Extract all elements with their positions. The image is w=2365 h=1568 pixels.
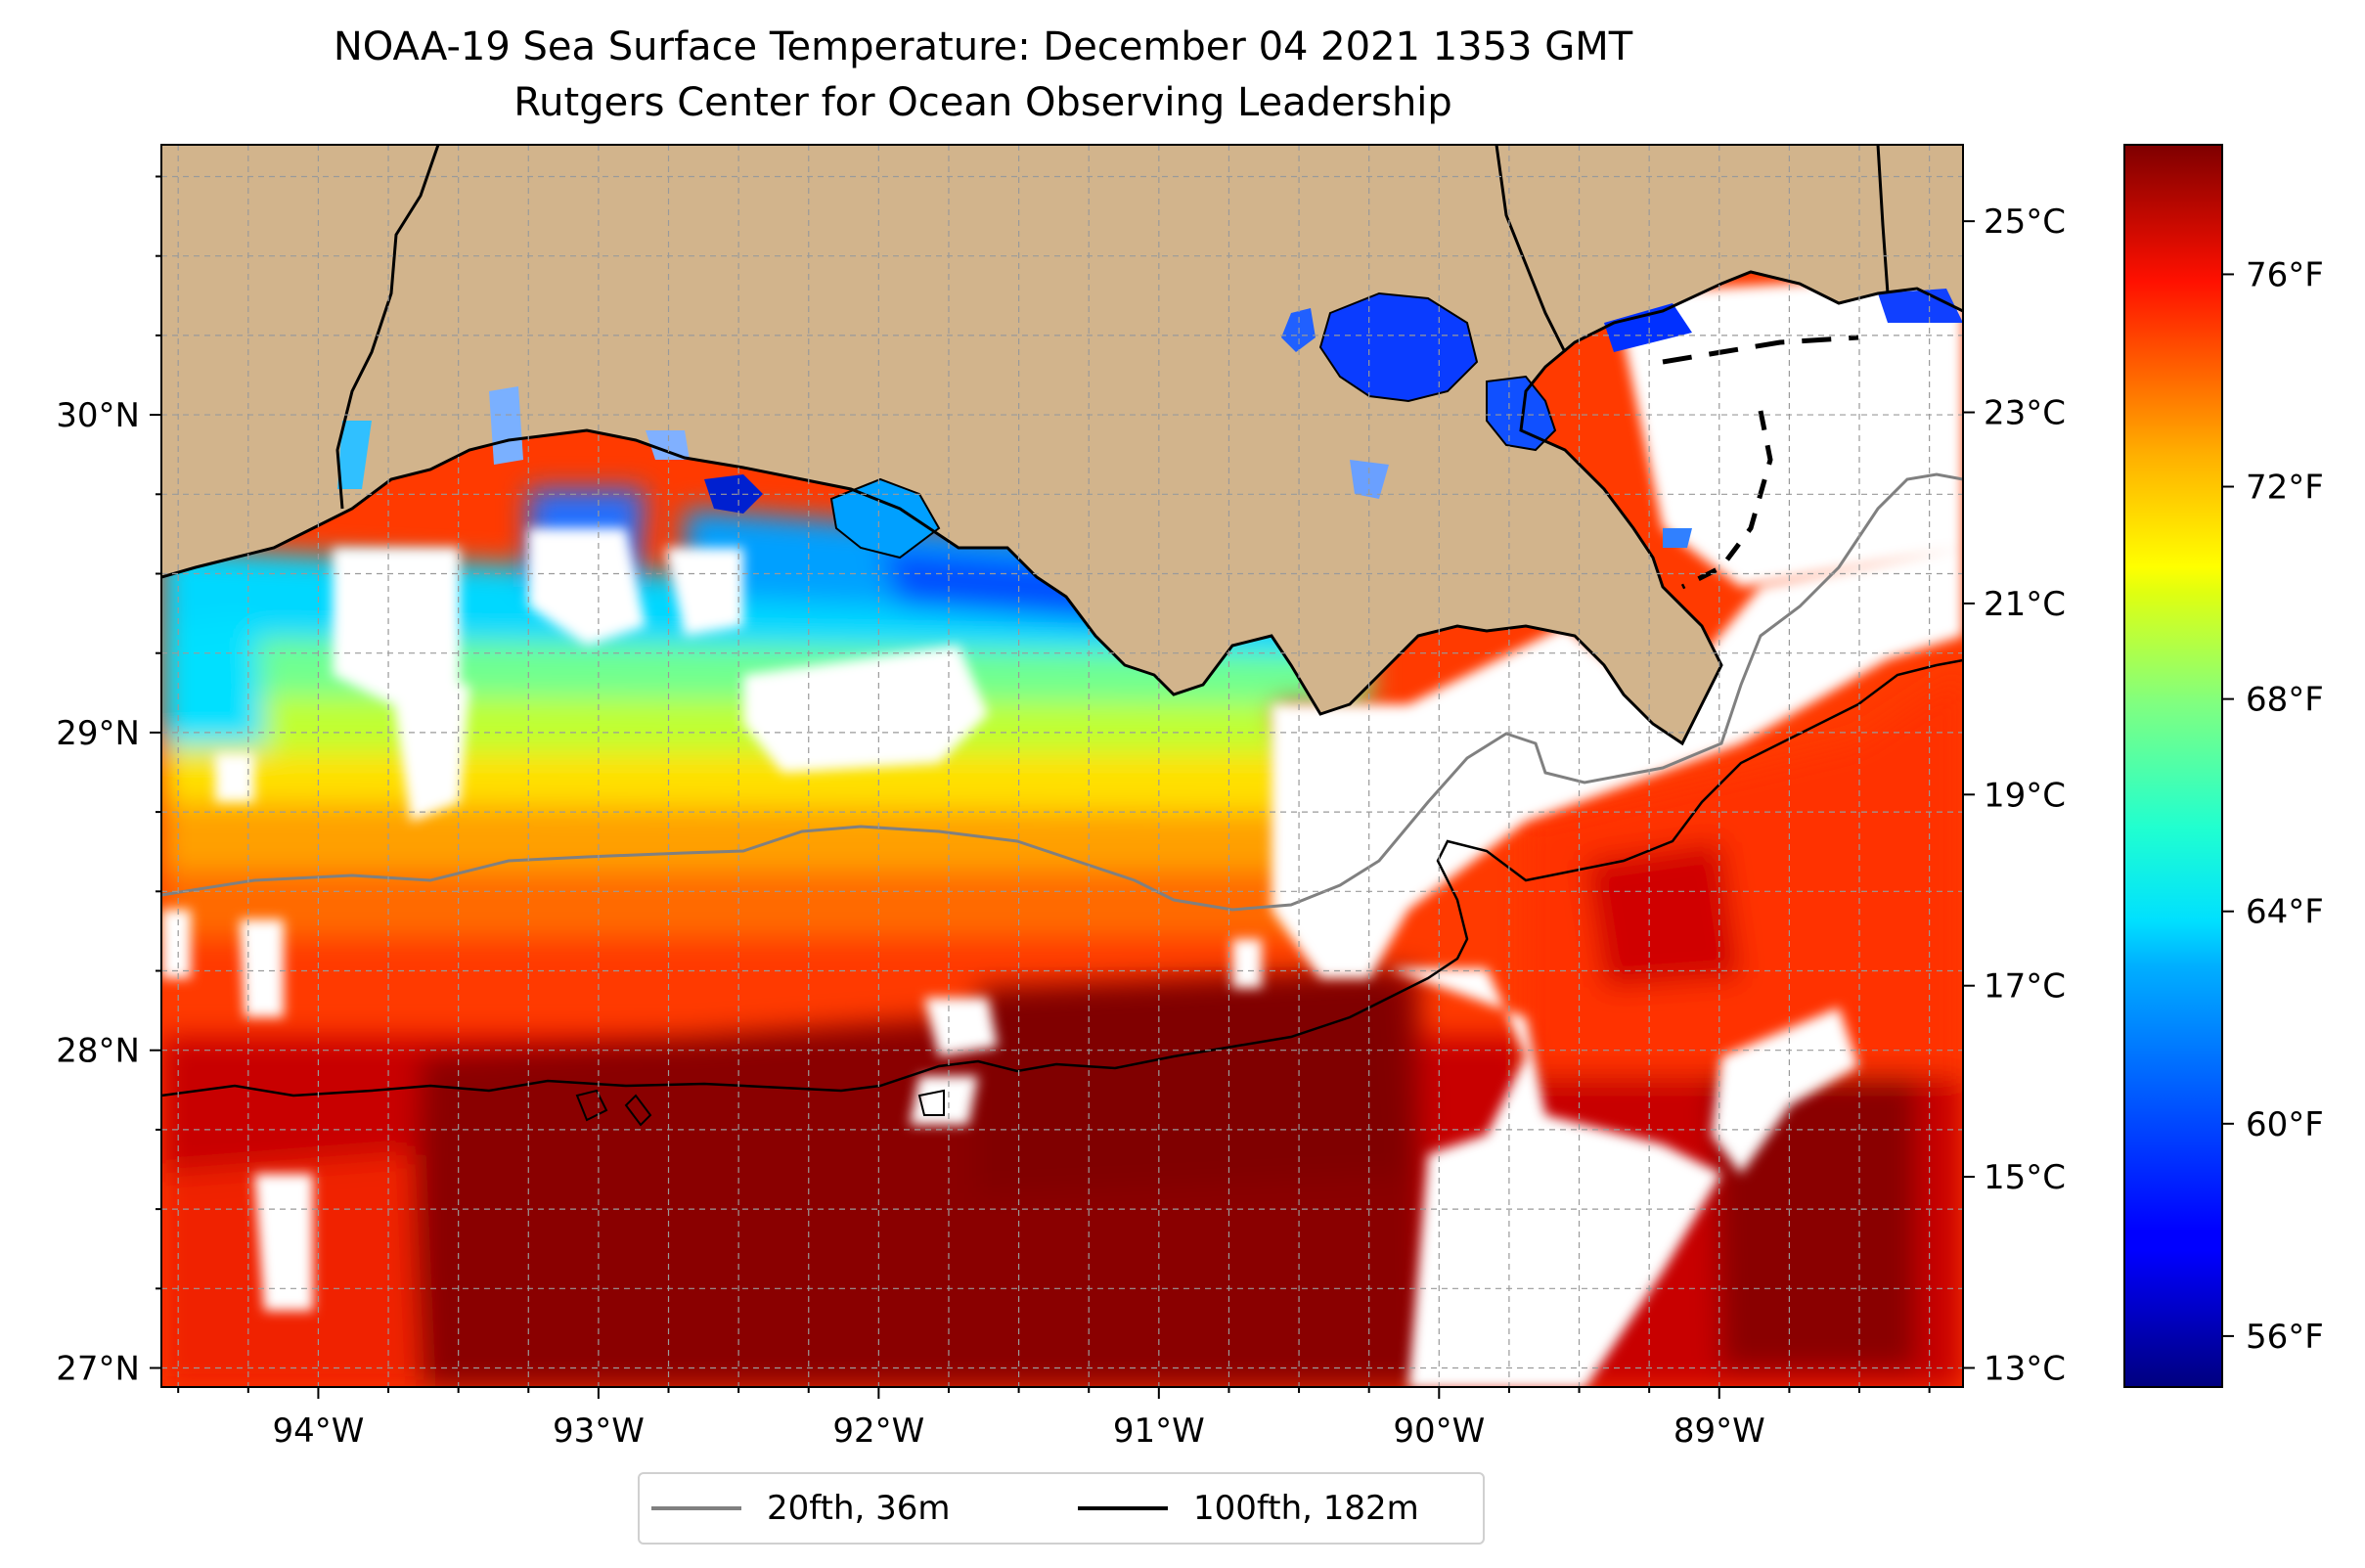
colorbar-fahrenheit-axis: 56°F 60°F 64°F 68°F 72°F 76°F: [2222, 255, 2324, 1357]
lon-tick-label: 91°W: [1113, 1411, 1205, 1451]
lat-tick-label: 28°N: [56, 1032, 140, 1071]
colorbar-gradient: [2124, 145, 2222, 1387]
lon-tick-label: 93°W: [553, 1411, 645, 1451]
celsius-tick-label: 13°C: [1984, 1349, 2066, 1388]
lon-tick-label: 94°W: [272, 1411, 364, 1451]
colorbar-celsius-axis: 13°C 15°C 17°C 19°C 21°C 23°C 25°C: [1963, 202, 2066, 1388]
celsius-tick-label: 25°C: [1984, 202, 2066, 242]
isobath-20fth: [161, 472, 1963, 912]
celsius-tick-label: 21°C: [1984, 585, 2066, 624]
lon-tick-label: 90°W: [1393, 1411, 1485, 1451]
map-title: NOAA-19 Sea Surface Temperature: Decembe…: [333, 24, 1633, 69]
land-mass: [161, 145, 1963, 743]
map-frame: [160, 144, 1964, 1388]
map-gridlines: [161, 145, 1963, 1387]
sst-field: [161, 145, 1963, 1387]
map-subtitle: Rutgers Center for Ocean Observing Leade…: [513, 80, 1452, 125]
lat-tick-label: 30°N: [56, 396, 140, 435]
fahrenheit-tick-label: 60°F: [2246, 1105, 2324, 1144]
celsius-tick-label: 17°C: [1984, 967, 2066, 1007]
lat-tick-label: 27°N: [56, 1350, 140, 1389]
fahrenheit-tick-label: 76°F: [2246, 255, 2324, 294]
longitude-axis: 94°W 93°W 92°W 91°W 90°W 89°W: [177, 1387, 1931, 1451]
colorbar-frame: [2123, 144, 2223, 1388]
legend-label-20fth: 20fth, 36m: [767, 1489, 951, 1528]
isobath-legend: 20fth, 36m 100fth, 182m: [638, 1472, 1485, 1545]
lon-tick-label: 92°W: [832, 1411, 924, 1451]
lon-tick-label: 89°W: [1673, 1411, 1765, 1451]
legend-entry-100fth: 100fth, 182m: [1078, 1474, 1419, 1543]
fahrenheit-tick-label: 64°F: [2246, 893, 2324, 932]
fahrenheit-tick-label: 68°F: [2246, 681, 2324, 720]
fahrenheit-tick-label: 56°F: [2246, 1318, 2324, 1357]
lat-tick-label: 29°N: [56, 714, 140, 753]
celsius-tick-label: 15°C: [1984, 1158, 2066, 1197]
latitude-axis: 27°N 28°N 29°N 30°N: [56, 175, 161, 1389]
isobath-100fth: [161, 658, 1963, 1098]
legend-swatch-20fth: [651, 1506, 741, 1510]
fahrenheit-tick-label: 72°F: [2246, 469, 2324, 508]
legend-entry-20fth: 20fth, 36m: [651, 1474, 951, 1543]
legend-swatch-100fth: [1078, 1506, 1168, 1510]
celsius-tick-label: 19°C: [1984, 776, 2066, 815]
legend-label-100fth: 100fth, 182m: [1193, 1489, 1419, 1528]
celsius-tick-label: 23°C: [1984, 394, 2066, 433]
